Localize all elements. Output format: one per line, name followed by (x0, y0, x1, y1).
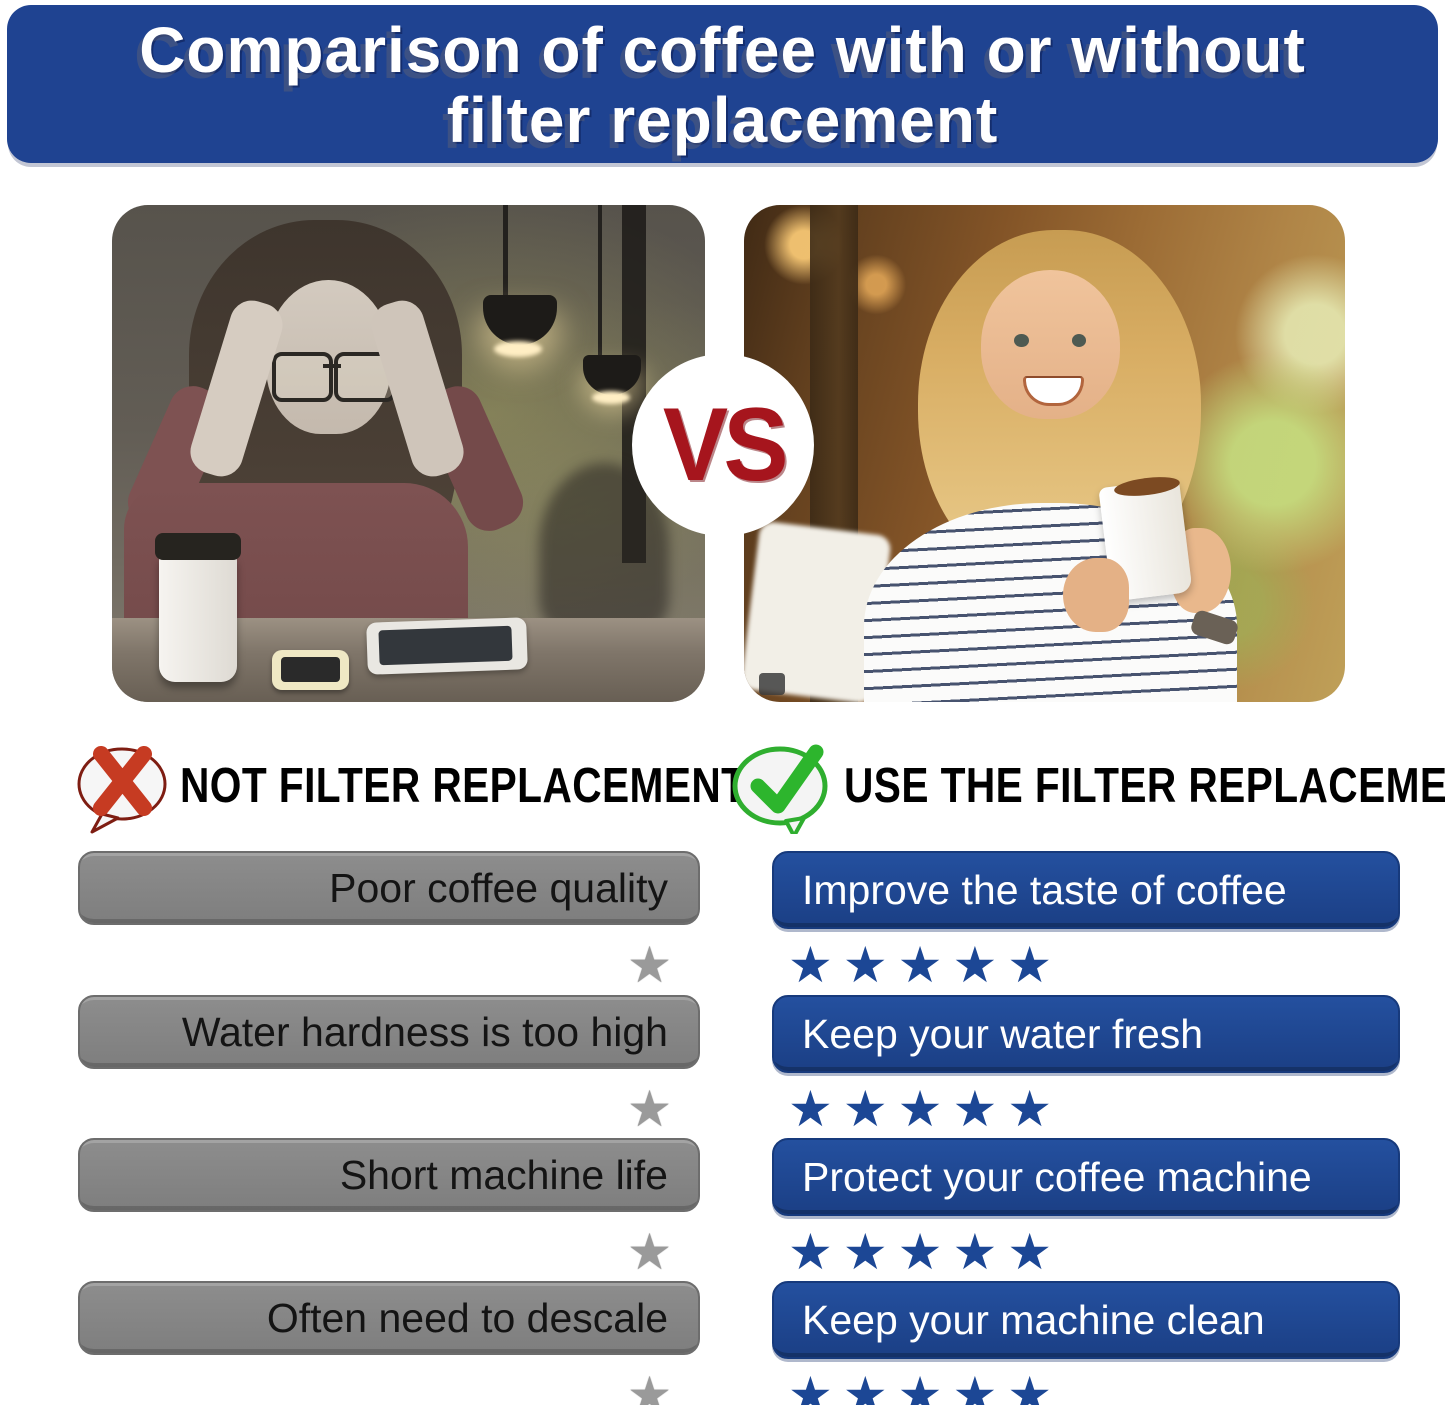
coffee-cup-lid-shape (154, 533, 242, 561)
con-bar-label: Often need to descale (266, 1294, 668, 1341)
tablet-screen-shape (378, 626, 513, 666)
page-title-line2: filter replacement (446, 84, 999, 156)
page-title-line1: Comparison of coffee with or without (139, 14, 1306, 86)
comparison-row: Poor coffee quality ★ Improve the taste … (0, 851, 1445, 994)
con-bar: Water hardness is too high (78, 995, 700, 1069)
blue-star-rating: ★★★★★ (788, 1224, 1063, 1280)
con-bar-label: Short machine life (339, 1151, 668, 1198)
eye-shape (1014, 334, 1029, 348)
comparison-row: Short machine life ★ Protect your coffee… (0, 1138, 1445, 1281)
left-column-heading: NOT FILTER REPLACEMENT (180, 759, 747, 813)
blue-star-rating: ★★★★★ (788, 937, 1063, 993)
pro-bar: Improve the taste of coffee (772, 851, 1400, 929)
check-speech-bubble-icon (730, 742, 832, 838)
vs-badge: VS (632, 354, 814, 536)
con-bar: Often need to descale (78, 1281, 700, 1355)
lamp-glow-shape (494, 341, 543, 357)
blue-star-rating: ★★★★★ (788, 1367, 1063, 1405)
pro-bar-label: Protect your coffee machine (802, 1153, 1312, 1200)
page-title: Comparison of coffee with or without fil… (7, 15, 1438, 155)
blue-star-rating: ★★★★★ (788, 1081, 1063, 1137)
pro-bar: Protect your coffee machine (772, 1138, 1400, 1216)
eye-shape (1071, 334, 1086, 348)
watermark (759, 672, 786, 695)
gray-star-rating: ★ (627, 1224, 672, 1280)
cross-speech-bubble-icon (74, 742, 176, 834)
comparison-row: Water hardness is too high ★ Keep your w… (0, 995, 1445, 1138)
hand-shape (1062, 557, 1129, 633)
pro-bar: Keep your water fresh (772, 995, 1400, 1073)
pro-bar-label: Keep your water fresh (802, 1010, 1204, 1057)
pro-bar-label: Keep your machine clean (802, 1296, 1265, 1343)
glasses-bridge-shape (323, 364, 341, 369)
glasses-lens-shape (272, 351, 334, 402)
vs-label: VS (662, 386, 788, 503)
pro-bar: Keep your machine clean (772, 1281, 1400, 1359)
pendant-lamp-shape (482, 295, 557, 345)
lamp-glow-shape (592, 391, 631, 404)
photo-happy-woman-with-coffee (744, 205, 1345, 702)
right-column-heading: USE THE FILTER REPLACEMENT (844, 759, 1445, 813)
pro-bar-label: Improve the taste of coffee (802, 866, 1287, 913)
con-bar: Short machine life (78, 1138, 700, 1212)
lamp-cord-shape (503, 205, 509, 297)
con-bar-label: Poor coffee quality (329, 864, 668, 911)
gray-star-rating: ★ (627, 937, 672, 993)
takeaway-coffee-cup-shape (159, 552, 237, 683)
comparison-row: Often need to descale ★ Keep your machin… (0, 1281, 1445, 1405)
photo-stressed-woman (112, 205, 705, 702)
gray-star-rating: ★ (627, 1367, 672, 1405)
gray-star-rating: ★ (627, 1081, 672, 1137)
title-banner: Comparison of coffee with or without fil… (7, 5, 1438, 163)
con-bar: Poor coffee quality (78, 851, 700, 925)
smartphone-screen-shape (281, 657, 341, 683)
lamp-cord-shape (598, 205, 603, 355)
con-bar-label: Water hardness is too high (181, 1008, 668, 1055)
